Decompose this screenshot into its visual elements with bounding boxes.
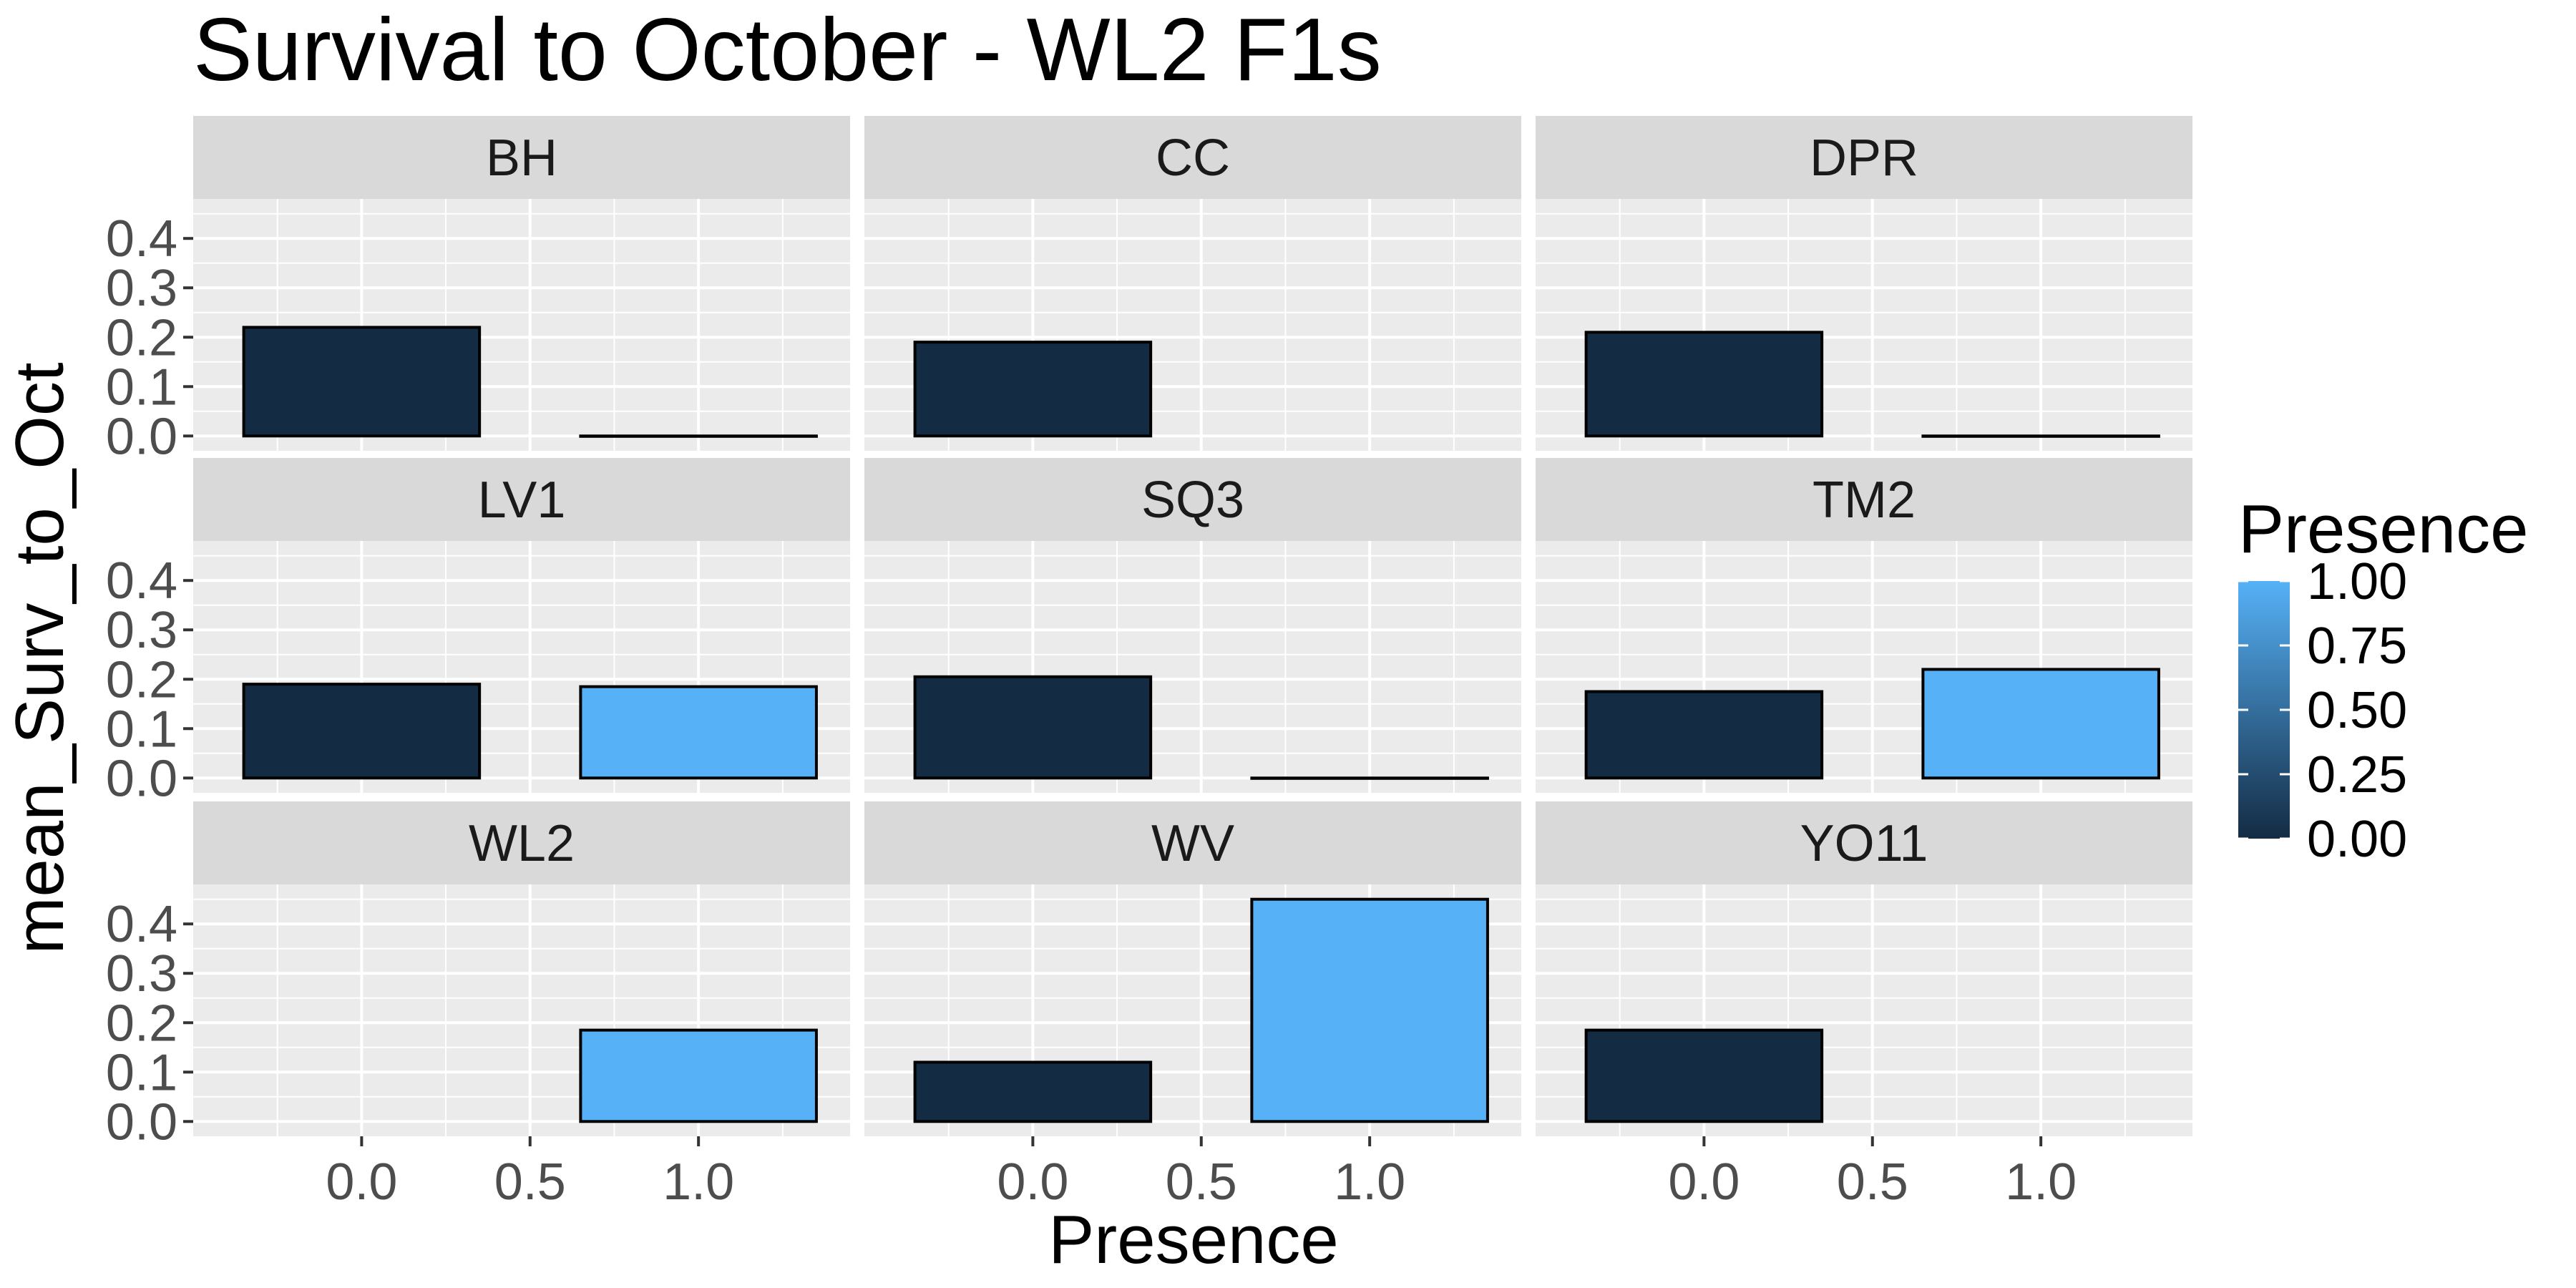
facet-label: LV1 [478, 472, 566, 529]
panel-cc: CC [864, 116, 1521, 451]
legend-label: 1.00 [2307, 553, 2407, 610]
facet-strip [1536, 801, 2192, 884]
y-tick-label: 0.0 [106, 408, 177, 465]
x-tick-label: 1.0 [2005, 1153, 2077, 1211]
panel-bh: BH 0.00.10.20.30.4 [106, 116, 850, 465]
y-tick-label: 0.2 [106, 995, 177, 1052]
facet-strip [1536, 116, 2192, 199]
bar-tm2-presence-0 [1584, 690, 1824, 780]
legend-label: 0.25 [2307, 746, 2407, 804]
legend-label: 0.00 [2307, 811, 2407, 868]
facet-strip [193, 801, 850, 884]
y-tick-label: 0.2 [106, 309, 177, 366]
bar-lv1-presence-1 [579, 685, 818, 780]
facet-label: BH [486, 130, 557, 187]
y-tick-label: 0.0 [106, 1093, 177, 1151]
y-tick-label: 0.1 [106, 701, 177, 758]
bar-dpr-presence-0 [1584, 331, 1824, 438]
facet-strip [864, 458, 1521, 541]
facet-strip [864, 801, 1521, 884]
y-tick-label: 0.0 [106, 750, 177, 807]
panel-tm2: TM2 [1536, 458, 2192, 793]
facet-label: YO11 [1800, 815, 1928, 872]
panel-yo11: YO11 0.0 0.5 1.0 [1536, 801, 2192, 1211]
facet-label: WV [1151, 815, 1234, 872]
bar-sq3-presence-0 [913, 675, 1153, 780]
panel-lv1: LV1 0.00.10.20.30.4 [106, 458, 850, 807]
facet-label: TM2 [1813, 472, 1916, 529]
facet-panels: BH0.00.10.20.30.4CC DPRLV10.00.10.20.30.4… [106, 116, 2192, 1211]
legend-label: 0.75 [2307, 618, 2407, 675]
panel-sq3: SQ3 [864, 458, 1521, 793]
bar-wl2-presence-1 [579, 1028, 818, 1123]
x-tick-label: 0.5 [1837, 1153, 1908, 1211]
bar-cc-presence-0 [913, 341, 1153, 438]
facet-strip [864, 116, 1521, 199]
y-tick-label: 0.2 [106, 651, 177, 708]
bar-bh-presence-0 [242, 326, 482, 438]
x-tick-label: 0.0 [326, 1153, 397, 1211]
legend-label: 0.50 [2307, 682, 2407, 739]
bar-tm2-presence-1 [1921, 668, 2160, 780]
facet-strip [193, 116, 850, 199]
bar-yo11-presence-0 [1584, 1028, 1824, 1123]
x-tick-label: 1.0 [1334, 1153, 1405, 1211]
x-tick-label: 0.5 [1166, 1153, 1237, 1211]
y-tick-label: 0.3 [106, 945, 177, 1002]
bar-sq3-presence-1 [1250, 776, 1489, 780]
facet-strip [1536, 458, 2192, 541]
facet-label: DPR [1810, 130, 1918, 187]
y-tick-label: 0.3 [106, 260, 177, 317]
x-tick-label: 0.0 [1668, 1153, 1740, 1211]
chart-title: Survival to October - WL2 F1s [193, 1, 1382, 99]
bar-lv1-presence-0 [242, 683, 482, 780]
facet-label: SQ3 [1141, 472, 1244, 529]
bar-wv-presence-1 [1250, 897, 1489, 1123]
x-tick-label: 1.0 [663, 1153, 734, 1211]
legend-title: Presence [2238, 491, 2529, 567]
y-tick-label: 0.4 [106, 896, 177, 953]
y-tick-label: 0.3 [106, 602, 177, 659]
y-tick-label: 0.1 [106, 1044, 177, 1101]
x-tick-label: 0.0 [997, 1153, 1068, 1211]
legend: Presence 1.00 0.75 0.50 0.25 0.00 [2238, 491, 2529, 868]
y-axis-title: mean_Surv_to_Oct [1, 362, 78, 954]
x-tick-label: 0.5 [494, 1153, 566, 1211]
y-tick-label: 0.4 [106, 210, 177, 268]
x-axis-title: Presence [1048, 1201, 1339, 1278]
bar-wv-presence-0 [913, 1060, 1153, 1123]
legend-ticks: 1.00 0.75 0.50 0.25 0.00 [2238, 553, 2407, 868]
facet-label: WL2 [469, 815, 575, 872]
y-tick-label: 0.1 [106, 358, 177, 416]
panel-dpr: DPR [1536, 116, 2192, 451]
panel-wv: WV 0.0 0.5 1.0 [864, 801, 1521, 1211]
y-tick-label: 0.4 [106, 552, 177, 610]
facet-label: CC [1156, 130, 1230, 187]
facet-strip [193, 458, 850, 541]
